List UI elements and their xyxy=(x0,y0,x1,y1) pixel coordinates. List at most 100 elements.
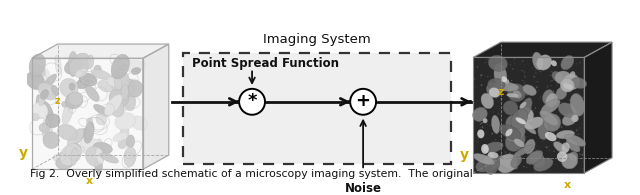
Ellipse shape xyxy=(517,128,518,129)
Ellipse shape xyxy=(488,78,505,90)
Ellipse shape xyxy=(516,163,518,164)
Ellipse shape xyxy=(67,129,84,147)
Ellipse shape xyxy=(557,151,567,162)
Ellipse shape xyxy=(515,135,517,136)
Ellipse shape xyxy=(485,106,486,107)
Ellipse shape xyxy=(473,154,494,165)
Ellipse shape xyxy=(509,152,511,155)
Ellipse shape xyxy=(61,101,68,107)
Ellipse shape xyxy=(488,55,508,71)
Ellipse shape xyxy=(45,114,60,128)
Ellipse shape xyxy=(563,113,577,126)
Ellipse shape xyxy=(122,60,146,72)
Ellipse shape xyxy=(558,141,560,143)
Ellipse shape xyxy=(481,144,489,154)
Ellipse shape xyxy=(65,58,84,74)
Ellipse shape xyxy=(545,58,546,59)
Ellipse shape xyxy=(524,77,526,78)
Ellipse shape xyxy=(532,138,533,139)
Text: z: z xyxy=(498,87,504,97)
Ellipse shape xyxy=(482,155,484,156)
Ellipse shape xyxy=(518,98,532,120)
Ellipse shape xyxy=(119,79,136,98)
Ellipse shape xyxy=(495,139,497,140)
Ellipse shape xyxy=(484,152,500,174)
Ellipse shape xyxy=(504,64,506,65)
Ellipse shape xyxy=(515,126,516,128)
Ellipse shape xyxy=(476,160,492,172)
Ellipse shape xyxy=(496,97,497,99)
Ellipse shape xyxy=(570,71,575,78)
Ellipse shape xyxy=(52,85,59,96)
Ellipse shape xyxy=(60,79,78,97)
Ellipse shape xyxy=(486,132,487,133)
Ellipse shape xyxy=(570,94,584,116)
Ellipse shape xyxy=(499,125,521,140)
Ellipse shape xyxy=(480,74,483,76)
Ellipse shape xyxy=(65,92,83,109)
Ellipse shape xyxy=(115,73,127,79)
Ellipse shape xyxy=(486,76,489,77)
Ellipse shape xyxy=(122,85,129,100)
Ellipse shape xyxy=(500,98,502,99)
Ellipse shape xyxy=(563,64,564,66)
Ellipse shape xyxy=(485,159,498,170)
Ellipse shape xyxy=(572,78,587,89)
Ellipse shape xyxy=(553,90,554,93)
Ellipse shape xyxy=(43,132,60,148)
Ellipse shape xyxy=(506,130,515,139)
Ellipse shape xyxy=(524,71,525,73)
Ellipse shape xyxy=(533,121,535,122)
Ellipse shape xyxy=(563,83,573,89)
Ellipse shape xyxy=(555,104,557,106)
Ellipse shape xyxy=(554,142,567,153)
Ellipse shape xyxy=(126,135,134,148)
Ellipse shape xyxy=(556,85,557,86)
Ellipse shape xyxy=(120,126,129,140)
Ellipse shape xyxy=(489,152,494,157)
Ellipse shape xyxy=(525,167,527,168)
Ellipse shape xyxy=(579,127,580,129)
Ellipse shape xyxy=(555,71,572,84)
Ellipse shape xyxy=(113,103,129,113)
Ellipse shape xyxy=(486,59,488,60)
Ellipse shape xyxy=(115,113,136,130)
Ellipse shape xyxy=(525,149,527,151)
Ellipse shape xyxy=(499,155,518,169)
Ellipse shape xyxy=(531,131,532,132)
Ellipse shape xyxy=(490,95,492,96)
Ellipse shape xyxy=(529,94,531,95)
Text: Fig 2.  Overly simplified schematic of a microscopy imaging system.  The origina: Fig 2. Overly simplified schematic of a … xyxy=(30,169,473,179)
Ellipse shape xyxy=(579,147,580,149)
Ellipse shape xyxy=(576,63,577,65)
Ellipse shape xyxy=(536,55,552,70)
Ellipse shape xyxy=(93,142,113,154)
Ellipse shape xyxy=(517,90,518,91)
Ellipse shape xyxy=(502,125,503,126)
Text: x: x xyxy=(86,176,93,186)
Ellipse shape xyxy=(69,83,75,90)
Ellipse shape xyxy=(86,146,104,166)
Ellipse shape xyxy=(499,101,500,102)
Ellipse shape xyxy=(493,111,494,113)
Ellipse shape xyxy=(562,74,579,90)
Ellipse shape xyxy=(540,137,541,139)
Ellipse shape xyxy=(552,71,563,82)
Ellipse shape xyxy=(543,114,561,132)
Ellipse shape xyxy=(546,93,557,107)
Ellipse shape xyxy=(518,119,536,134)
Ellipse shape xyxy=(536,123,537,124)
Ellipse shape xyxy=(482,126,483,128)
Text: Noise: Noise xyxy=(344,182,381,195)
Ellipse shape xyxy=(494,63,507,87)
Ellipse shape xyxy=(506,93,518,98)
Ellipse shape xyxy=(496,62,497,64)
Ellipse shape xyxy=(561,143,570,153)
Ellipse shape xyxy=(543,90,554,104)
Ellipse shape xyxy=(548,75,550,76)
Ellipse shape xyxy=(492,133,493,135)
Ellipse shape xyxy=(504,151,506,153)
Ellipse shape xyxy=(576,129,578,131)
Ellipse shape xyxy=(508,142,511,144)
Ellipse shape xyxy=(558,103,576,117)
